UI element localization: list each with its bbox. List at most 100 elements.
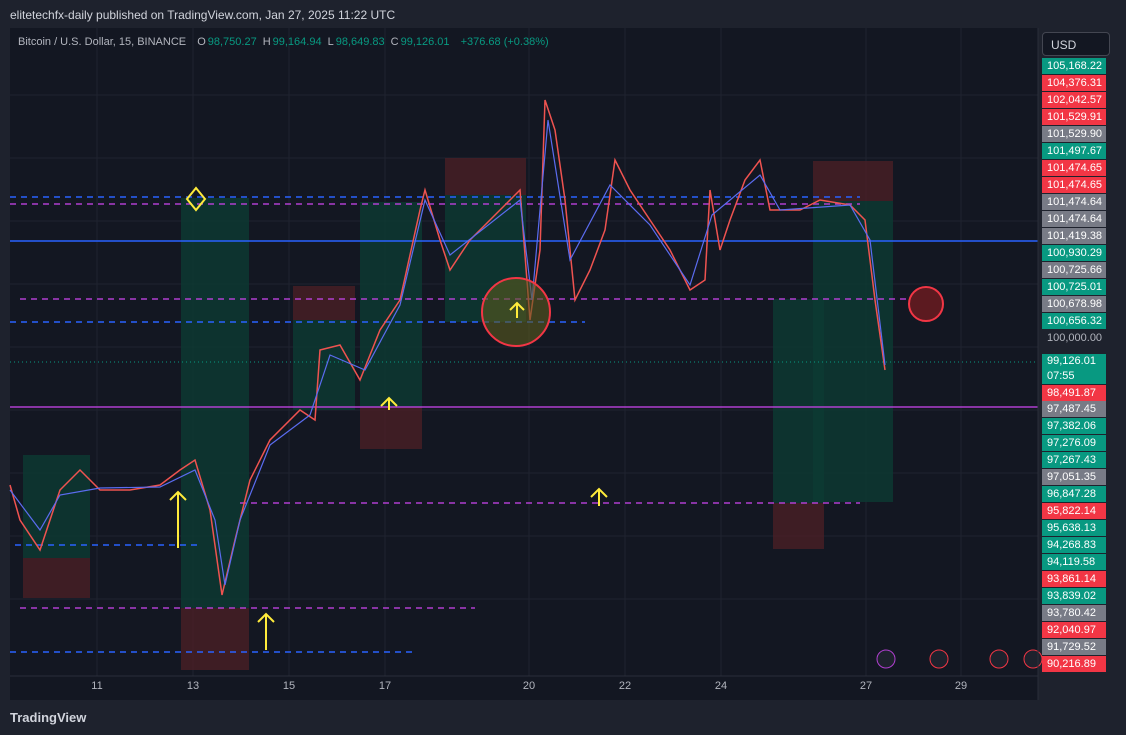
price-label-bg [1042,245,1106,261]
price-label-bg [1042,58,1106,74]
price-label-bg [1042,401,1106,417]
price-label-bg [1042,520,1106,536]
price-label-bg [1042,92,1106,108]
price-label: 104,376.31 [1047,77,1102,89]
price-label: 100,656.32 [1047,315,1102,327]
price-label-bg [1042,194,1106,210]
x-tick-label: 15 [283,680,295,692]
price-label-bg [1042,75,1106,91]
price-label: 95,822.14 [1047,505,1096,517]
price-label-bg [1042,354,1106,384]
price-label-bg [1042,622,1106,638]
price-label: 100,930.29 [1047,247,1102,259]
ohlc: O 98,750.27 H 99,164.94 L 98,649.83 C 99,126.01 [197,36,455,48]
price-label-bg [1042,279,1106,295]
price-label: 97,487.45 [1047,403,1096,415]
x-tick-label: 17 [379,680,391,692]
price-label-bg [1042,177,1106,193]
ohlc-label: L [327,36,334,48]
price-label: 101,474.64 [1047,213,1102,225]
price-label: 99,126.01 [1047,355,1096,367]
price-label: 105,168.22 [1047,60,1102,72]
price-label: 94,268.83 [1047,539,1096,551]
x-tick-label: 11 [91,680,102,692]
price-label-bg [1042,228,1106,244]
x-tick-label: 29 [955,680,967,692]
x-tick-label: 24 [715,680,727,692]
price-label-bg [1042,143,1106,159]
price-line [9,99,886,596]
price-label: 92,040.97 [1047,624,1096,636]
x-tick-label: 20 [523,680,535,692]
price-label-bg [1042,554,1106,570]
price-label: 101,474.65 [1047,179,1102,191]
ohlc-label: O [197,36,206,48]
ohlc-value: 99,164.94 [272,36,322,48]
price-label-bg [1042,537,1106,553]
price-label: 101,497.67 [1047,145,1102,157]
price-label-bg [1042,296,1106,312]
price-label-bg [1042,211,1106,227]
countdown: 07:55 [1047,370,1075,382]
price-label: 95,638.13 [1047,522,1096,534]
price-label: 100,678.98 [1047,298,1102,310]
ohlc-value: 98,649.83 [335,36,385,48]
price-label-bg [1042,588,1106,604]
price-label: 100,000.00 [1047,332,1102,344]
price-label: 100,725.01 [1047,281,1102,293]
ohlc-value: 99,126.01 [400,36,450,48]
ohlc-value: 98,750.27 [207,36,257,48]
price-label-bg [1042,109,1106,125]
price-label-bg [1042,418,1106,434]
price-label-bg [1042,126,1106,142]
price-label: 93,780.42 [1047,607,1096,619]
price-label: 97,267.43 [1047,454,1096,466]
price-label: 101,529.90 [1047,128,1102,140]
footer-brand: TradingView [10,710,86,725]
price-label-bg [1042,435,1106,451]
price-label: 98,491.87 [1047,387,1096,399]
x-tick-label: 13 [187,680,199,692]
x-tick-label: 22 [619,680,631,692]
arrows [169,186,608,650]
symbol-name: Bitcoin / U.S. Dollar, 15, BINANCE [18,36,187,48]
price-label: 97,382.06 [1047,420,1096,432]
price-label: 93,861.14 [1047,573,1096,585]
price-label-bg [1042,262,1106,278]
brand-text: TradingView [10,710,87,725]
symbol-info: Bitcoin / U.S. Dollar, 15, BINANCE O 98,7… [18,36,551,48]
price-label: 101,419.38 [1047,230,1102,242]
price-label: 93,839.02 [1047,590,1096,602]
alert-icon[interactable] [908,286,944,322]
price-label-bg [1042,160,1106,176]
moving-average [9,119,886,586]
price-label: 102,042.57 [1047,94,1102,106]
price-label-bg [1042,656,1106,672]
price-label-bg [1042,639,1106,655]
price-label: 97,276.09 [1047,437,1096,449]
price-label-bg [1042,486,1106,502]
price-label: 90,216.89 [1047,658,1096,670]
price-label: 97,051.35 [1047,471,1096,483]
price-label: 101,474.64 [1047,196,1102,208]
change: +376.68 (+0.38%) [460,36,549,48]
price-label: 94,119.58 [1047,556,1095,568]
price-label: 101,474.65 [1047,162,1102,174]
price-label-bg [1042,571,1106,587]
price-label-bg [1042,605,1106,621]
position-boxes [23,158,893,670]
price-label: 101,529.91 [1047,111,1102,123]
ohlc-label: H [262,36,271,48]
price-label: 96,847.28 [1047,488,1096,500]
levels [10,196,1038,653]
price-label-bg [1042,469,1106,485]
published-note: elitetechfx-daily published on TradingVi… [10,8,396,22]
price-label-bg [1042,313,1106,329]
ohlc-label: C [390,36,399,48]
price-label-bg [1042,452,1106,468]
currency-button[interactable]: USD [1042,32,1110,56]
price-label-bg [1042,503,1106,519]
x-tick-label: 27 [860,680,872,692]
